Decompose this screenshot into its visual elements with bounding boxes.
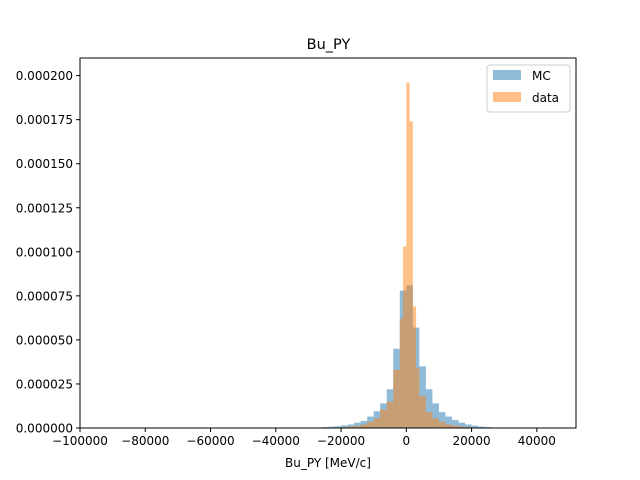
histogram-bar	[328, 426, 335, 428]
x-tick-label: 0	[402, 434, 410, 448]
y-tick-label: 0.000025	[16, 377, 73, 391]
histogram-bar	[360, 420, 368, 428]
histogram-bar	[432, 403, 439, 428]
histogram-bar	[360, 424, 368, 428]
x-tick-label: 40000	[518, 434, 556, 448]
x-tick-label: −20000	[317, 434, 365, 448]
legend-label-mc: MC	[532, 69, 551, 83]
histogram-bar	[425, 412, 433, 428]
series-data	[341, 82, 472, 429]
histogram-bar	[412, 327, 420, 428]
histogram-bar	[432, 418, 439, 428]
histogram-bar	[465, 424, 472, 428]
legend-swatch-mc	[493, 70, 521, 80]
x-axis-label: Bu_PY [MeV/c]	[285, 456, 371, 470]
y-tick-label: 0.000075	[16, 289, 73, 303]
chart-title: Bu_PY	[307, 37, 351, 53]
histogram-bar	[478, 426, 485, 428]
y-tick-label: 0.000100	[16, 245, 73, 259]
y-axis: 0.000000 0.000025 0.000050 0.000075 0.000100…	[16, 69, 80, 436]
histogram-bar	[386, 401, 394, 428]
histogram-bar	[341, 425, 348, 428]
histogram-bar	[445, 424, 452, 428]
histogram-bar	[347, 424, 355, 428]
histogram-bar	[425, 389, 433, 428]
histogram-bar	[452, 420, 459, 428]
histogram-bar	[367, 421, 374, 428]
histogram-bar	[458, 426, 466, 428]
x-tick-label: −100000	[52, 434, 108, 448]
x-tick-label: −80000	[121, 434, 169, 448]
histogram-bar	[419, 396, 426, 428]
y-tick-label: 0.000150	[16, 157, 73, 171]
histogram-bar	[399, 318, 404, 428]
histogram-bar	[393, 369, 400, 428]
x-tick-label: −60000	[186, 434, 234, 448]
histogram-bar	[373, 418, 381, 428]
histogram-bar	[445, 416, 452, 428]
histogram-bar	[347, 426, 355, 428]
histogram-bar	[438, 421, 446, 428]
histogram-bar	[438, 412, 446, 428]
legend-swatch-data	[493, 92, 521, 102]
y-tick-label: 0.000175	[16, 113, 73, 127]
histogram-bar	[458, 422, 466, 428]
x-axis: −100000 −80000 −60000 −40000 −20000 0 20000 400…	[52, 428, 556, 448]
histogram-bar	[471, 425, 479, 428]
y-tick-label: 0.000200	[16, 69, 73, 83]
x-tick-label: −40000	[252, 434, 300, 448]
histogram-bar	[416, 368, 420, 428]
histogram-bar	[380, 409, 387, 428]
histogram-bar	[334, 426, 342, 428]
x-tick-label: 20000	[452, 434, 490, 448]
y-tick-label: 0.000000	[16, 422, 73, 436]
histogram-bar	[406, 82, 410, 429]
histogram-bar	[452, 425, 459, 428]
legend: MC data	[486, 64, 571, 113]
y-tick-label: 0.000125	[16, 201, 73, 215]
histogram-bar	[354, 422, 361, 428]
histogram-bar	[409, 121, 413, 429]
histogram-bar	[403, 246, 407, 428]
histogram-bar	[354, 425, 361, 428]
legend-label-data: data	[532, 91, 559, 105]
bars-layer	[321, 82, 492, 429]
y-tick-label: 0.000050	[16, 333, 73, 347]
histogram-bar	[412, 306, 417, 428]
plot-frame	[79, 57, 577, 429]
